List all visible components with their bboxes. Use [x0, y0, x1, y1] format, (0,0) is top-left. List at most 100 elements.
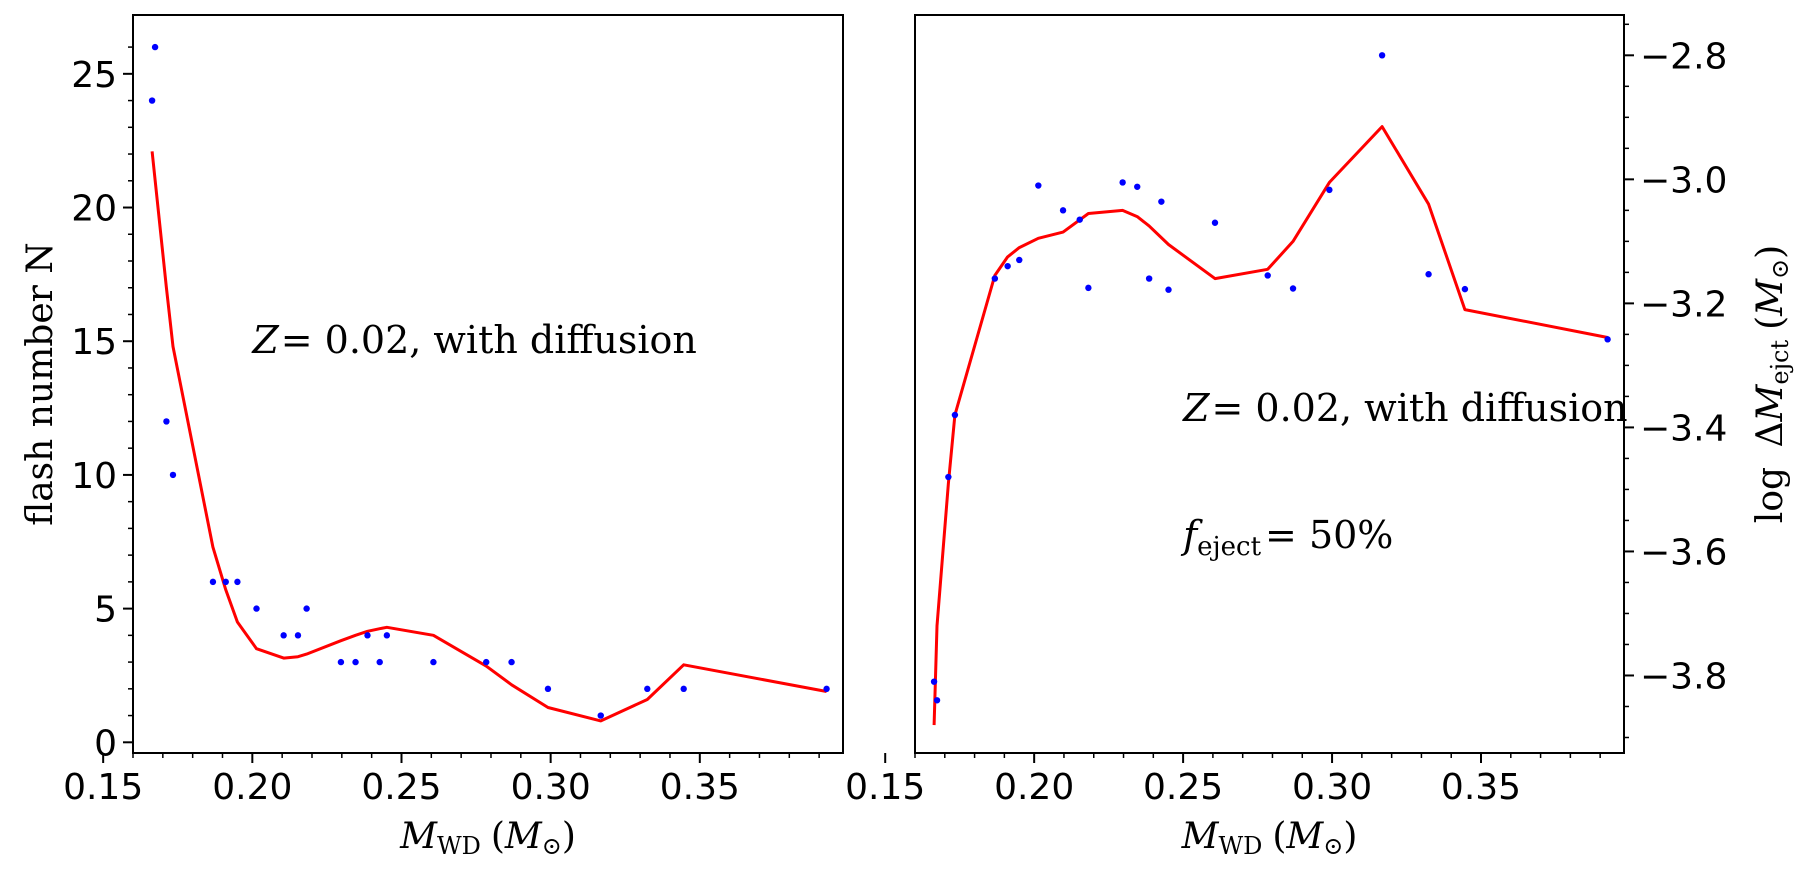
y-tick-label: 0: [94, 723, 117, 764]
data-point: [234, 578, 241, 586]
y-tick-label: −3.0: [1640, 160, 1727, 201]
data-point: [1134, 183, 1141, 190]
data-point: [930, 678, 938, 685]
data-point: [1264, 272, 1271, 279]
y-label-paren: (: [1750, 316, 1791, 330]
y-tick-label: −3.6: [1640, 532, 1727, 573]
data-point: [508, 658, 515, 666]
data-point: [1289, 285, 1297, 292]
y-label-paren: ): [1750, 245, 1791, 259]
x-label-paren: ): [562, 816, 576, 857]
y-tick-label: 5: [94, 590, 117, 631]
y-label-var: M: [1750, 384, 1791, 423]
y-tick-label: −2.8: [1640, 36, 1727, 77]
ejected-mass-panel: 0.15 0.20 0.25 0.30 0.35 −2.8 −3.0 −3.2 −3.4 −3.6…: [845, 14, 1794, 860]
data-point: [430, 658, 437, 666]
y-tick-label: 25: [71, 55, 117, 96]
data-point: [383, 632, 391, 639]
data-point: [1145, 275, 1153, 282]
x-tick-label: 0.30: [1292, 767, 1372, 808]
annotation-rest: = 0.02, with diffusion: [1212, 386, 1628, 430]
data-point: [364, 632, 371, 639]
data-point: [1378, 52, 1386, 59]
data-point: [151, 43, 159, 51]
x-label-paren: ): [1343, 816, 1357, 857]
x-tick-label: 0.35: [1441, 767, 1521, 808]
data-point: [680, 685, 687, 693]
data-point: [1604, 336, 1611, 343]
x-tick-label: 0.15: [845, 767, 925, 808]
annotation-text: Z= 0.02, with diffusion: [251, 318, 697, 362]
data-point: [294, 632, 302, 639]
data-point: [1425, 271, 1432, 278]
x-axis-label: MWD (M⊙): [399, 816, 576, 860]
data-point: [945, 473, 952, 481]
data-point: [209, 578, 217, 586]
data-point: [1004, 262, 1011, 270]
x-label-var: M: [399, 816, 438, 857]
data-point: [1059, 207, 1067, 214]
x-label-unit-sub: ⊙: [1323, 832, 1343, 860]
data-point: [1158, 198, 1165, 205]
y-label-unit-sub: ⊙: [1766, 259, 1794, 279]
y-axis-label: flash number N: [20, 242, 61, 526]
x-label-unit-sub: ⊙: [542, 832, 562, 860]
data-point: [951, 411, 959, 419]
annotation-sub: eject: [1197, 532, 1261, 562]
data-point: [376, 658, 383, 666]
data-point: [1326, 186, 1333, 194]
x-label-sub: WD: [437, 832, 481, 860]
y-tick-label: 10: [71, 456, 117, 497]
data-point: [597, 712, 604, 719]
data-point: [544, 685, 552, 693]
y-tick-label: −3.8: [1640, 656, 1727, 697]
x-label-paren: (: [491, 816, 505, 857]
x-label-paren: (: [1272, 816, 1286, 857]
x-label-unit: M: [504, 816, 543, 857]
y-label-sub: ejct: [1766, 340, 1794, 385]
y-tick-label: −3.4: [1640, 408, 1727, 449]
data-point: [933, 697, 941, 704]
data-point: [991, 275, 999, 282]
data-point: [1016, 256, 1023, 264]
data-point: [1035, 182, 1042, 189]
x-label-unit: M: [1285, 816, 1324, 857]
y-tick-label: −3.2: [1640, 284, 1727, 325]
x-tick-label: 0.25: [1143, 767, 1223, 808]
y-tick-label: 15: [71, 322, 117, 363]
data-point: [352, 658, 359, 666]
data-point: [1085, 284, 1092, 292]
annotation-var: Z: [1182, 386, 1210, 430]
data-point: [303, 605, 310, 612]
data-point: [222, 578, 229, 586]
annotation-rest: = 0.02, with diffusion: [281, 318, 697, 362]
y-axis-label: log ΔMejct(M⊙): [1750, 245, 1794, 523]
x-tick-label: 0.25: [361, 767, 441, 808]
data-point: [1076, 216, 1083, 223]
fit-line: [150, 151, 827, 723]
data-point: [163, 418, 170, 425]
x-label-var: M: [1181, 816, 1220, 857]
x-tick-label: 0.15: [63, 767, 143, 808]
data-point: [823, 685, 830, 693]
fit-line: [932, 125, 1608, 726]
data-point: [1461, 285, 1469, 293]
plot-frame: [132, 14, 844, 754]
plot-frame: [914, 14, 1625, 754]
annotation-text: feject = 50%: [1180, 513, 1393, 562]
data-point: [253, 605, 260, 612]
y-label-delta: Δ: [1750, 422, 1791, 448]
x-axis-label: MWD (M⊙): [1181, 816, 1358, 860]
annotation-var: Z: [251, 318, 279, 362]
x-tick-label: 0.30: [511, 767, 591, 808]
data-point: [1165, 286, 1172, 293]
x-tick-label: 0.20: [212, 767, 292, 808]
data-point: [169, 471, 177, 479]
annotation-rest: = 50%: [1265, 513, 1393, 557]
x-label-sub: WD: [1218, 832, 1262, 860]
data-point: [644, 685, 651, 693]
x-tick-label: 0.20: [994, 767, 1074, 808]
annotation-text: Z= 0.02, with diffusion: [1182, 386, 1628, 430]
data-point: [337, 658, 345, 666]
